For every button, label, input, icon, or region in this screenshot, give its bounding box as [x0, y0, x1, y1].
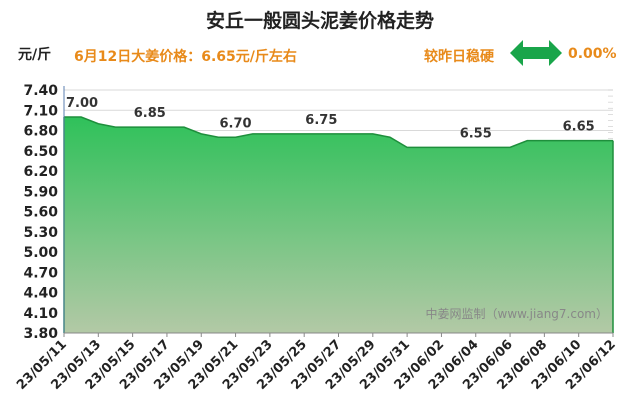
- y-tick-label: 4.40: [23, 286, 58, 302]
- area-series: [63, 116, 614, 333]
- y-tick-label: 5.60: [23, 205, 58, 221]
- watermark: 中姜网监制（www.jiang7.com）: [426, 306, 608, 321]
- data-label: 6.55: [460, 126, 492, 141]
- double-arrow-icon: [510, 40, 562, 66]
- unit-label: 元/斤: [18, 47, 52, 63]
- y-tick-label: 7.40: [23, 83, 58, 99]
- data-labels: 7.00 6.85 6.70 6.75 6.55 6.65: [66, 96, 595, 141]
- y-tick-label: 6.20: [23, 164, 58, 180]
- y-tick-label: 3.80: [23, 326, 58, 342]
- data-label: 6.75: [305, 113, 337, 128]
- chart-title: 安丘一般圆头泥姜价格走势: [205, 10, 434, 32]
- series-line: [64, 116, 613, 149]
- y-tick-label: 7.10: [23, 103, 58, 119]
- double-arrow-shape: [510, 40, 562, 66]
- data-label: 6.70: [220, 116, 252, 131]
- y-tick-label: 5.00: [23, 245, 58, 261]
- data-label: 7.00: [66, 96, 98, 111]
- y-tick-label: 6.80: [23, 124, 58, 140]
- y-tick-label: 4.70: [23, 265, 58, 281]
- y-tick-label: 5.30: [23, 225, 58, 241]
- x-tick-labels: 23/05/1123/05/1323/05/1523/05/1723/05/19…: [14, 337, 619, 393]
- axes: [63, 86, 614, 337]
- y-tick-label: 6.50: [23, 144, 58, 160]
- y-tick-labels: 3.80 4.10 4.40 4.70 5.00 5.30 5.60 5.90 6.20 6.50…: [23, 83, 58, 342]
- data-label: 6.85: [134, 106, 166, 121]
- compare-value: 0.00%: [568, 46, 617, 62]
- y-tick-label: 5.90: [23, 184, 58, 200]
- area-fill: [64, 117, 613, 333]
- price-summary: 6月12日大姜价格：6.65元/斤左右: [74, 49, 297, 65]
- compare-label: 较昨日稳硬: [424, 49, 494, 65]
- y-tick-label: 4.10: [23, 306, 58, 322]
- data-label: 6.65: [563, 120, 595, 135]
